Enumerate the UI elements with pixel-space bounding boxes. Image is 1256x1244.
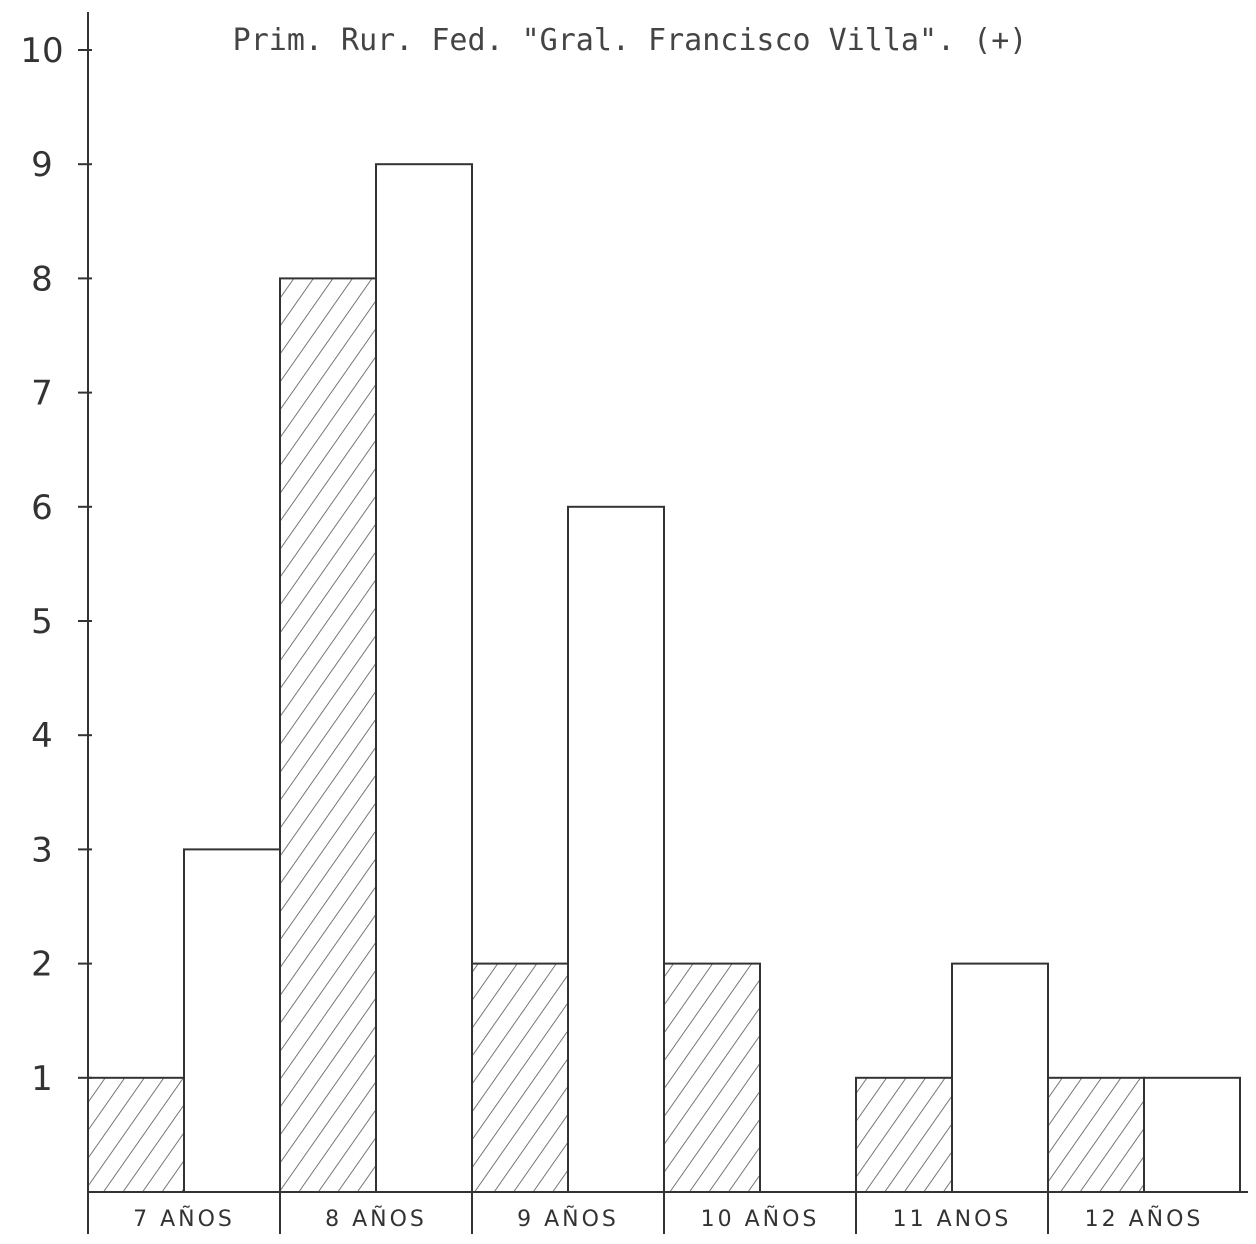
- x-category-label: 7 AÑOS: [133, 1205, 235, 1232]
- y-tick-label: 6: [31, 488, 53, 528]
- plain-bar: [951, 962, 1049, 1193]
- y-tick-label: 1: [31, 1059, 53, 1099]
- y-tick-label: 7: [31, 374, 53, 414]
- y-tick-label: 2: [31, 945, 53, 985]
- y-tick-label: 4: [31, 716, 53, 756]
- plain-bar: [567, 505, 665, 1193]
- hatched-bar: [663, 962, 761, 1193]
- y-axis-ticks: 1 2 3 4 5 6 7 8 9 10: [20, 31, 92, 1099]
- bars: [87, 163, 1241, 1194]
- y-tick-label: 3: [31, 830, 53, 870]
- chart-title: Prim. Rur. Fed. "Gral. Francisco Villa".…: [233, 23, 1028, 58]
- hatched-bar: [471, 962, 569, 1193]
- x-category-label: 8 AÑOS: [325, 1205, 427, 1232]
- x-axis-categories: 7 AÑOS 8 AÑOS 9 AÑOS 10 AÑOS 11 ANOS 12 AÑOS: [133, 1192, 1204, 1234]
- hatched-bar: [1047, 1076, 1145, 1194]
- hatched-bar: [279, 277, 377, 1193]
- plain-bar: [183, 848, 281, 1194]
- y-tick-label: 10: [20, 31, 63, 71]
- x-category-label: 11 ANOS: [893, 1207, 1012, 1232]
- hatched-bar: [87, 1076, 185, 1194]
- x-category-label: 12 AÑOS: [1085, 1205, 1204, 1232]
- y-tick-label: 8: [31, 259, 53, 299]
- plain-bar: [1143, 1076, 1241, 1194]
- y-tick-label: 9: [31, 145, 53, 185]
- x-category-label: 9 AÑOS: [517, 1205, 619, 1232]
- x-category-label: 10 AÑOS: [701, 1205, 820, 1232]
- plain-bar: [375, 163, 473, 1194]
- hatched-bar: [855, 1076, 953, 1194]
- y-tick-label: 5: [31, 602, 53, 642]
